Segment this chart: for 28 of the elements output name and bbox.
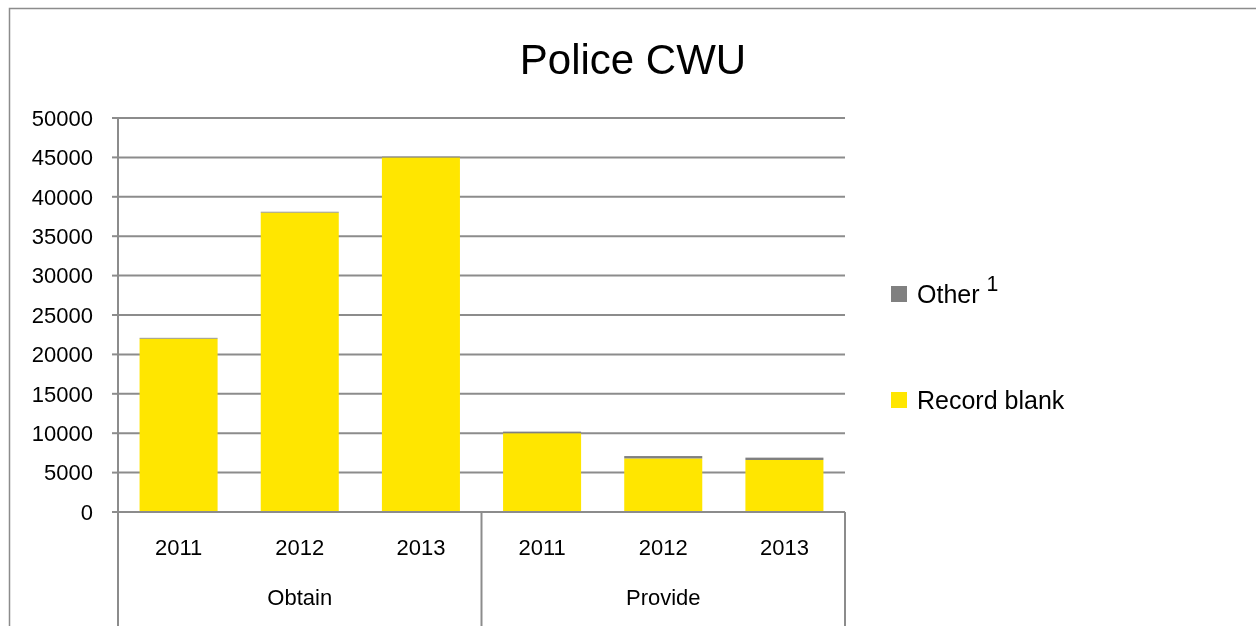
y-tick-label: 45000 xyxy=(31,145,93,171)
y-tick-label: 5000 xyxy=(44,460,93,486)
text: Provide xyxy=(625,584,701,610)
bar xyxy=(381,157,460,512)
legend-label: Record blank xyxy=(917,385,1065,414)
y-tick-label: 50000 xyxy=(31,105,93,131)
bar xyxy=(745,459,824,512)
bar xyxy=(624,458,703,512)
y-tick-label: 10000 xyxy=(31,420,93,446)
y-tick-label: 35000 xyxy=(31,223,93,249)
x-tick-label: 2012 xyxy=(638,534,688,560)
x-tick-label: 2012 xyxy=(275,534,325,560)
bar xyxy=(503,433,582,512)
y-tick-label: 0 xyxy=(80,499,93,525)
y-tick-label: 20000 xyxy=(31,342,93,368)
x-tick-label: 2013 xyxy=(396,534,446,560)
chart-title: Police CWU xyxy=(519,36,747,83)
x-tick-label: 2013 xyxy=(759,534,809,560)
x-tick-label: 2011 xyxy=(154,534,203,560)
text: Obtain xyxy=(267,584,333,610)
legend-label: Other $^{1}$ xyxy=(917,271,999,308)
bar xyxy=(260,212,339,512)
y-tick-label: 40000 xyxy=(31,184,93,210)
y-tick-label: 15000 xyxy=(31,381,93,407)
bar xyxy=(139,338,218,512)
x-tick-label: 2011 xyxy=(518,534,566,560)
y-tick-label: 30000 xyxy=(31,263,93,289)
y-tick-label: 25000 xyxy=(31,302,93,328)
